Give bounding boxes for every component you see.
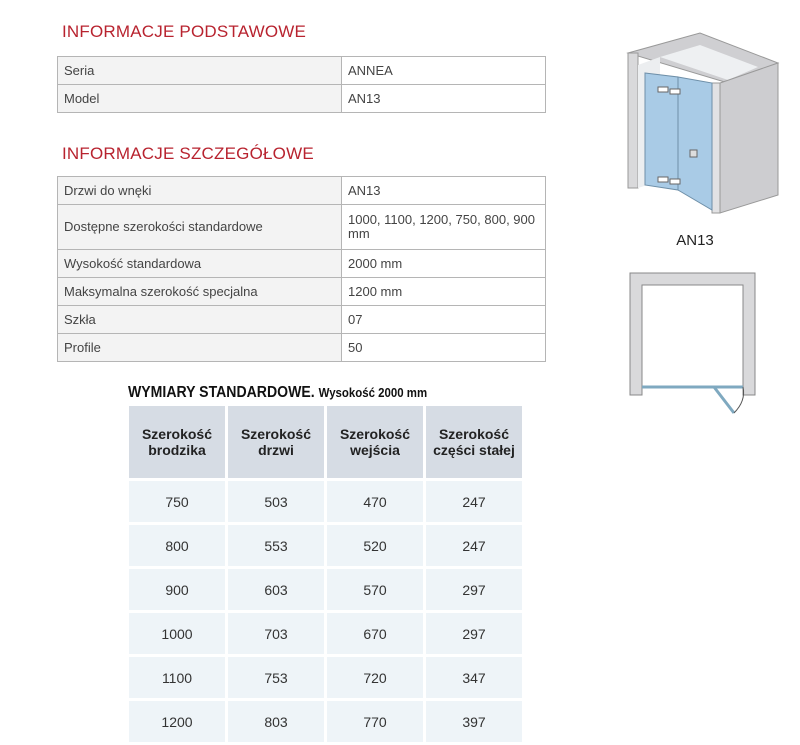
row-value: 50: [341, 333, 546, 362]
dimensions-title-text: WYMIARY STANDARDOWE.: [128, 384, 315, 401]
table-cell: 803: [228, 701, 324, 742]
table-cell: 900: [129, 569, 225, 610]
table-cell: 770: [327, 701, 423, 742]
table-cell: 1200: [129, 701, 225, 742]
table-cell: 670: [327, 613, 423, 654]
table-cell: 720: [327, 657, 423, 698]
table-cell: 503: [228, 481, 324, 522]
row-value: ANNEA: [341, 56, 546, 85]
table-cell: 753: [228, 657, 324, 698]
row-value: 1200 mm: [341, 277, 546, 306]
table-cell: 1000: [129, 613, 225, 654]
dimensions-table: Szerokość brodzika Szerokość drzwi Szero…: [126, 403, 525, 745]
table-row: 1200 803 770 397: [129, 701, 522, 742]
row-label: Seria: [57, 56, 342, 85]
table-cell: 553: [228, 525, 324, 566]
shower-door-3d-illustration: [626, 32, 780, 214]
table-row: 1000 703 670 297: [129, 613, 522, 654]
row-label: Model: [57, 84, 342, 113]
table-row: Maksymalna szerokość specjalna 1200 mm: [57, 277, 546, 306]
table-row: Szkła 07: [57, 305, 546, 334]
table-cell: 247: [426, 481, 522, 522]
basic-info-heading: INFORMACJE PODSTAWOWE: [62, 22, 307, 41]
row-value: 1000, 1100, 1200, 750, 800, 900 mm: [341, 204, 546, 250]
row-label: Profile: [57, 333, 342, 362]
table-row: Profile 50: [57, 333, 546, 362]
row-label: Dostępne szerokości standardowe: [57, 204, 342, 250]
row-label: Wysokość standardowa: [57, 249, 342, 278]
table-cell: 347: [426, 657, 522, 698]
column-header: Szerokość części stałej: [426, 406, 522, 478]
column-header: Szerokość brodzika: [129, 406, 225, 478]
figure-caption: AN13: [676, 232, 714, 249]
table-cell: 800: [129, 525, 225, 566]
header-row: Szerokość brodzika Szerokość drzwi Szero…: [129, 406, 522, 478]
row-value: 07: [341, 305, 546, 334]
row-label: Drzwi do wnęki: [57, 176, 342, 205]
table-cell: 703: [228, 613, 324, 654]
dimensions-title: WYMIARY STANDARDOWE. Wysokość 2000 mm: [128, 384, 427, 402]
table-cell: 247: [426, 525, 522, 566]
details-heading: INFORMACJE SZCZEGÓŁOWE: [62, 144, 314, 163]
table-row: 1100 753 720 347: [129, 657, 522, 698]
row-label: Maksymalna szerokość specjalna: [57, 277, 342, 306]
table-cell: 297: [426, 613, 522, 654]
table-row: Dostępne szerokości standardowe 1000, 110…: [57, 204, 546, 250]
table-row: 750 503 470 247: [129, 481, 522, 522]
shower-plan-view: [629, 272, 756, 414]
table-cell: 603: [228, 569, 324, 610]
table-cell: 1100: [129, 657, 225, 698]
column-header: Szerokość drzwi: [228, 406, 324, 478]
dimensions-subtitle: Wysokość 2000 mm: [318, 385, 428, 400]
column-header: Szerokość wejścia: [327, 406, 423, 478]
row-value: AN13: [341, 84, 546, 113]
row-value: 2000 mm: [341, 249, 546, 278]
table-row: 800 553 520 247: [129, 525, 522, 566]
table-cell: 520: [327, 525, 423, 566]
row-label: Szkła: [57, 305, 342, 334]
details-table: Drzwi do wnęki AN13 Dostępne szerokości s…: [57, 176, 546, 362]
table-row: Drzwi do wnęki AN13: [57, 176, 546, 205]
table-cell: 570: [327, 569, 423, 610]
table-cell: 750: [129, 481, 225, 522]
table-row: Model AN13: [57, 84, 546, 113]
table-cell: 297: [426, 569, 522, 610]
table-cell: 470: [327, 481, 423, 522]
table-row: Wysokość standardowa 2000 mm: [57, 249, 546, 278]
table-row: Seria ANNEA: [57, 56, 546, 85]
table-row: 900 603 570 297: [129, 569, 522, 610]
row-value: AN13: [341, 176, 546, 205]
basic-info-table: Seria ANNEA Model AN13: [57, 56, 546, 113]
table-cell: 397: [426, 701, 522, 742]
